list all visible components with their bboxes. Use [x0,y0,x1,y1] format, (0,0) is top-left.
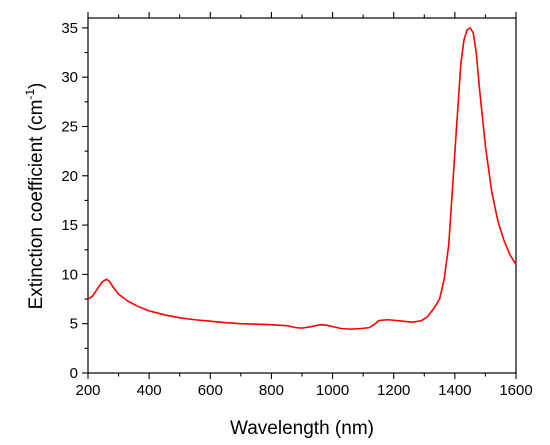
y-tick-label: 10 [61,266,78,283]
y-axis-title-main: Extinction coefficient (cm [26,100,47,310]
x-tick-label: 1000 [316,382,349,399]
x-tick-label: 200 [75,382,100,399]
y-tick-label: 30 [61,69,78,86]
x-tick-label: 1400 [438,382,471,399]
x-tick-label: 1200 [377,382,410,399]
y-tick-label: 15 [61,217,78,234]
x-tick-label: 1600 [499,382,532,399]
tick-labels: 200 400 600 800 1000 1200 1400 1600 0 5 10 15 20 25 30… [61,20,532,399]
y-tick-label: 20 [61,168,78,185]
y-tick-label: 35 [61,20,78,37]
y-axis-title-superscript: -1 [23,89,37,100]
x-tick-label: 400 [137,382,162,399]
x-tick-label: 800 [259,382,284,399]
x-tick-label: 600 [198,382,223,399]
y-tick-label: 25 [61,118,78,135]
y-tick-label: 0 [70,365,78,382]
y-axis-title-close: ) [26,83,47,89]
series-line-extinction [87,27,517,330]
axis-ticks [82,12,517,379]
y-tick-label: 5 [70,316,78,333]
y-axis-title: Extinction coefficient (cm-1) [23,83,47,310]
x-axis-title: Wavelength (nm) [230,418,374,439]
